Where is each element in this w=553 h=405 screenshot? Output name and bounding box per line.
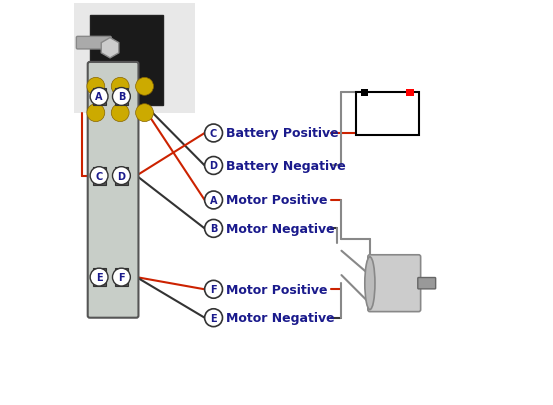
Bar (92, 88, 106, 106)
Circle shape (205, 192, 222, 209)
Bar (356, 93, 419, 136)
Bar (90, 16, 163, 105)
Circle shape (90, 269, 108, 286)
Circle shape (135, 78, 154, 96)
Text: F: F (118, 273, 125, 282)
Text: Motor Negative: Motor Negative (226, 222, 335, 235)
Circle shape (205, 125, 222, 143)
Circle shape (205, 220, 222, 238)
Bar (406, 90, 414, 96)
Bar (92, 269, 106, 286)
Bar (115, 88, 128, 106)
Circle shape (135, 104, 154, 122)
Circle shape (90, 167, 108, 185)
Circle shape (112, 167, 131, 185)
Circle shape (112, 269, 131, 286)
Circle shape (205, 309, 222, 327)
FancyBboxPatch shape (418, 278, 436, 289)
Ellipse shape (365, 257, 375, 310)
Text: F: F (210, 285, 217, 294)
Circle shape (87, 78, 105, 96)
Text: Motor Negative: Motor Negative (226, 311, 335, 324)
Text: Motor Positive: Motor Positive (226, 283, 327, 296)
Text: C: C (96, 171, 103, 181)
FancyBboxPatch shape (88, 63, 138, 318)
Text: D: D (117, 171, 126, 181)
Text: Battery Positive: Battery Positive (226, 127, 338, 140)
Text: D: D (210, 161, 217, 171)
Circle shape (205, 281, 222, 298)
Bar (115, 167, 128, 185)
Circle shape (111, 104, 129, 122)
Text: C: C (210, 129, 217, 139)
Bar (361, 90, 368, 96)
Text: E: E (96, 273, 102, 282)
Circle shape (111, 78, 129, 96)
FancyBboxPatch shape (368, 255, 421, 312)
Circle shape (90, 88, 108, 106)
Circle shape (87, 104, 105, 122)
Text: Motor Positive: Motor Positive (226, 194, 327, 207)
FancyBboxPatch shape (74, 4, 195, 113)
Text: A: A (95, 92, 103, 102)
FancyBboxPatch shape (76, 37, 111, 50)
Text: E: E (210, 313, 217, 323)
Circle shape (205, 157, 222, 175)
Circle shape (112, 88, 131, 106)
Bar (92, 167, 106, 185)
Text: B: B (210, 224, 217, 234)
Text: A: A (210, 196, 217, 205)
Text: B: B (118, 92, 125, 102)
Bar (115, 269, 128, 286)
Text: Battery Negative: Battery Negative (226, 160, 346, 173)
